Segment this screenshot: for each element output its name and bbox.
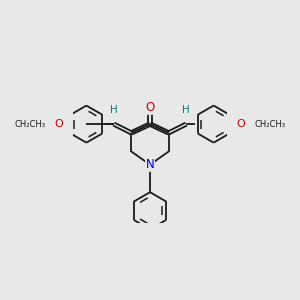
Text: O: O [55, 119, 63, 129]
Text: O: O [146, 101, 154, 114]
Text: O: O [237, 119, 245, 129]
Text: CH₂CH₃: CH₂CH₃ [254, 120, 285, 129]
Text: H: H [182, 105, 190, 115]
Text: H: H [110, 105, 118, 115]
Text: CH₂CH₃: CH₂CH₃ [15, 120, 46, 129]
Text: N: N [146, 158, 154, 171]
